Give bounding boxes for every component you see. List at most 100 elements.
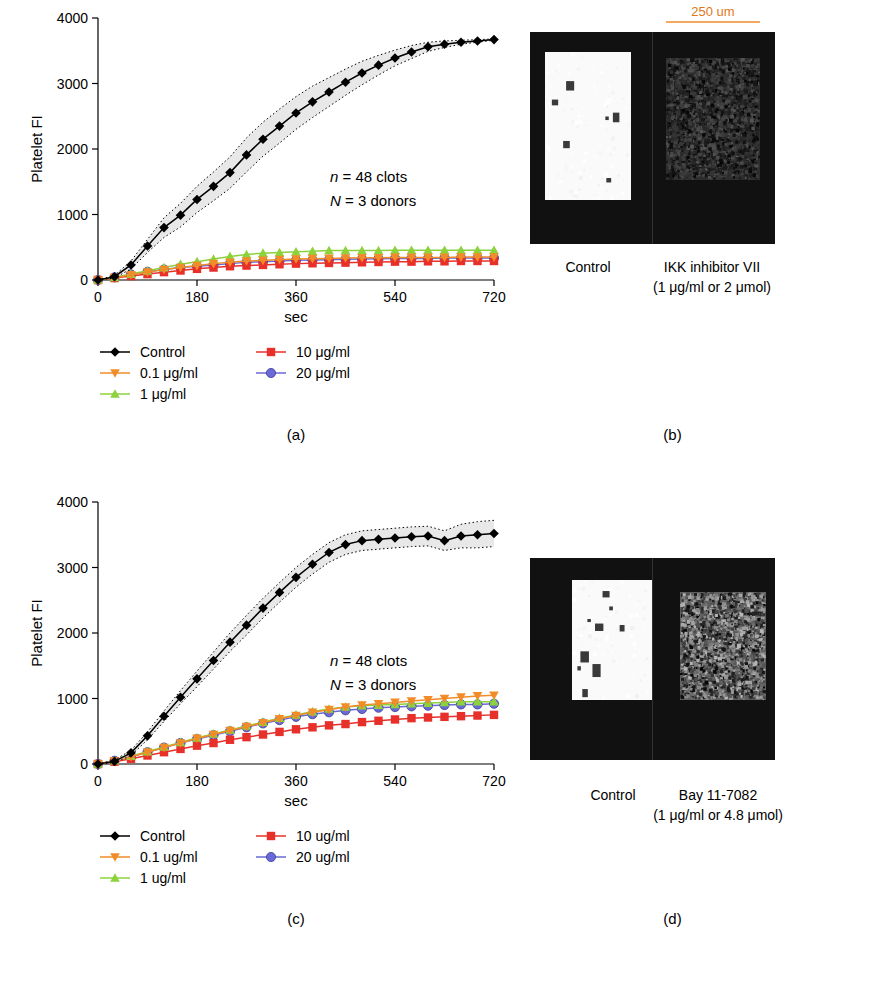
speckle (566, 100, 568, 102)
speckle (745, 78, 747, 80)
speckle (601, 53, 603, 55)
legend-label: Control (140, 344, 185, 360)
marker (456, 37, 466, 47)
speckle (685, 103, 687, 105)
speckle (571, 120, 574, 123)
speckle (572, 152, 575, 155)
speckle (611, 91, 615, 95)
speckle (697, 176, 699, 178)
speckle (570, 170, 573, 173)
speckle (601, 124, 603, 126)
speckle (555, 70, 557, 72)
error-lower (98, 40, 494, 280)
legend-label: 10 μg/ml (296, 344, 350, 360)
marker (391, 715, 399, 723)
speckle (619, 91, 622, 94)
speckle (549, 76, 551, 78)
annotation: N = 3 donors (330, 676, 416, 693)
speckle (672, 125, 675, 128)
hole (552, 100, 558, 106)
hole (566, 81, 574, 90)
y-tick-label: 1000 (57, 691, 88, 707)
speckle (547, 132, 550, 135)
speckle (558, 64, 560, 66)
marker (473, 711, 481, 719)
speckle (552, 187, 555, 190)
marker (275, 728, 283, 736)
speckle (745, 165, 747, 167)
legend-marker (267, 832, 275, 840)
speckle (592, 181, 594, 183)
speckle (575, 147, 577, 149)
annotation: n = 48 clots (330, 652, 407, 669)
speckle (562, 70, 566, 74)
speckle (696, 161, 698, 163)
speckle (603, 68, 607, 72)
marker (473, 36, 483, 46)
x-tick-label: 540 (383, 773, 407, 789)
speckle (708, 115, 710, 117)
speckle (577, 115, 580, 118)
speckle (557, 173, 559, 175)
plot-area (93, 35, 499, 285)
speckle (603, 156, 606, 159)
speckle (590, 175, 593, 178)
speckle (723, 177, 725, 179)
hole (605, 116, 608, 120)
marker (242, 733, 250, 741)
speckle (748, 60, 750, 62)
speckle (548, 150, 551, 153)
legend-label: Control (140, 828, 185, 844)
y-tick-label: 1000 (57, 207, 88, 223)
speckle (690, 164, 692, 166)
marker (424, 713, 432, 721)
marker (259, 730, 267, 738)
speckle (669, 67, 671, 69)
speckle (577, 110, 579, 112)
speckle (601, 71, 604, 74)
speckle (738, 138, 740, 140)
speckle (680, 70, 682, 72)
legend-label: 0.1 μg/ml (140, 365, 198, 381)
y-tick-label: 3000 (57, 560, 88, 576)
legend-marker (266, 368, 275, 377)
panel-label: (a) (287, 426, 305, 443)
speckle (573, 195, 575, 197)
speckle (546, 99, 549, 102)
speckle (681, 122, 684, 125)
speckle (691, 119, 693, 121)
speckle (583, 169, 585, 171)
speckle (603, 103, 606, 106)
speckle (553, 78, 555, 80)
speckle (594, 86, 596, 88)
speckle (574, 191, 577, 194)
speckle (605, 172, 608, 175)
speckle (596, 109, 598, 111)
chart: 010002000300040000180360540720secPlatele… (28, 494, 506, 927)
speckle (597, 184, 599, 186)
marker (226, 736, 234, 744)
series-line (98, 40, 494, 280)
legend-marker (110, 831, 120, 841)
marker (407, 714, 415, 722)
speckle (685, 89, 687, 91)
speckle (624, 75, 626, 77)
speckle (596, 90, 598, 92)
speckle (629, 111, 631, 113)
marker (440, 713, 448, 721)
speckle (592, 69, 595, 72)
speckle (742, 169, 744, 171)
speckle (562, 127, 566, 131)
speckle (606, 60, 608, 62)
speckle (612, 152, 614, 154)
speckle (585, 124, 587, 126)
legend-marker (266, 852, 275, 861)
speckle (564, 164, 567, 167)
speckle (744, 145, 746, 147)
speckle (583, 159, 587, 163)
speckle (733, 89, 736, 92)
y-tick-label: 0 (80, 272, 88, 288)
speckle (726, 164, 729, 167)
speckle (591, 64, 594, 67)
speckle (600, 185, 603, 188)
